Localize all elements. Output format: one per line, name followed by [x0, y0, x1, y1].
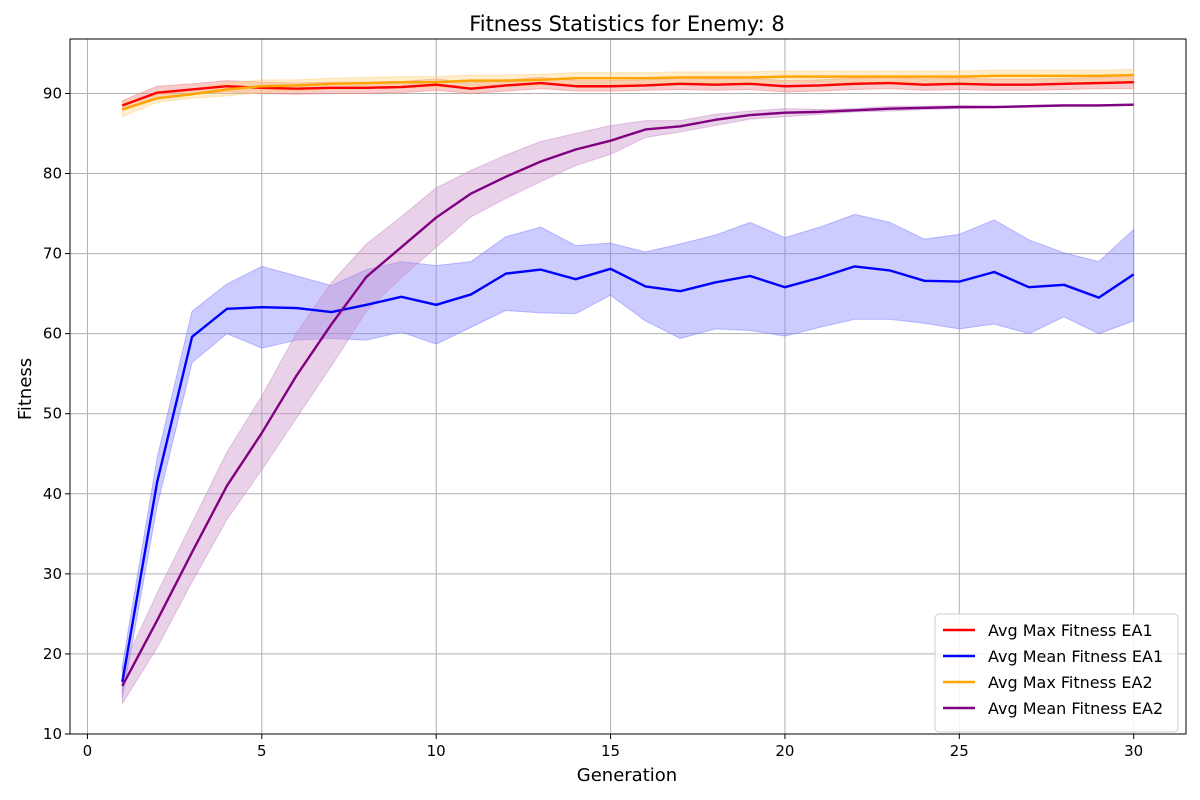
y-tick-label: 40 [43, 485, 62, 503]
x-tick-label: 25 [950, 742, 969, 760]
line-series-2 [121, 265, 1135, 683]
band-series-3 [121, 68, 1135, 118]
legend-label: Avg Mean Fitness EA1 [988, 647, 1163, 666]
legend-box [934, 613, 1179, 733]
chart-title: Fitness Statistics for Enemy: 8 [469, 12, 785, 36]
x-tick-label: 5 [257, 742, 267, 760]
legend-label: Avg Max Fitness EA1 [988, 621, 1153, 640]
x-axis-label: Generation [577, 765, 677, 786]
series-lines [121, 73, 1135, 687]
x-tick-label: 15 [601, 742, 620, 760]
y-tick-label: 60 [43, 325, 62, 343]
y-tick-label: 30 [43, 565, 62, 583]
y-tick-label: 20 [43, 645, 62, 663]
x-tick-label: 20 [775, 742, 794, 760]
y-tick-label: 50 [43, 405, 62, 423]
y-tick-label: 80 [43, 165, 62, 183]
y-tick-label: 10 [43, 725, 62, 743]
legend-label: Avg Mean Fitness EA2 [988, 699, 1163, 718]
x-tick-label: 0 [83, 742, 93, 760]
band-series-1 [121, 75, 1135, 111]
band-series-2 [121, 213, 1135, 699]
line-series-3 [121, 73, 1134, 111]
y-axis-ticks: 10 20 30 40 50 60 70 80 90 [43, 84, 70, 743]
confidence-bands [121, 68, 1135, 706]
y-axis-label: Fitness [15, 358, 36, 420]
y-tick-label: 90 [43, 84, 62, 102]
grid-lines [70, 39, 1186, 735]
x-axis-ticks: 0 5 10 15 20 25 30 [83, 734, 1143, 760]
x-tick-label: 30 [1124, 742, 1143, 760]
line-series-1 [121, 81, 1134, 107]
line-series-4 [121, 103, 1134, 687]
y-tick-label: 70 [43, 245, 62, 263]
x-tick-label: 10 [427, 742, 446, 760]
plot-frame [69, 38, 1187, 735]
legend-label: Avg Max Fitness EA2 [988, 673, 1153, 692]
legend: Avg Max Fitness EA1 Avg Mean Fitness EA1 A… [934, 613, 1179, 733]
